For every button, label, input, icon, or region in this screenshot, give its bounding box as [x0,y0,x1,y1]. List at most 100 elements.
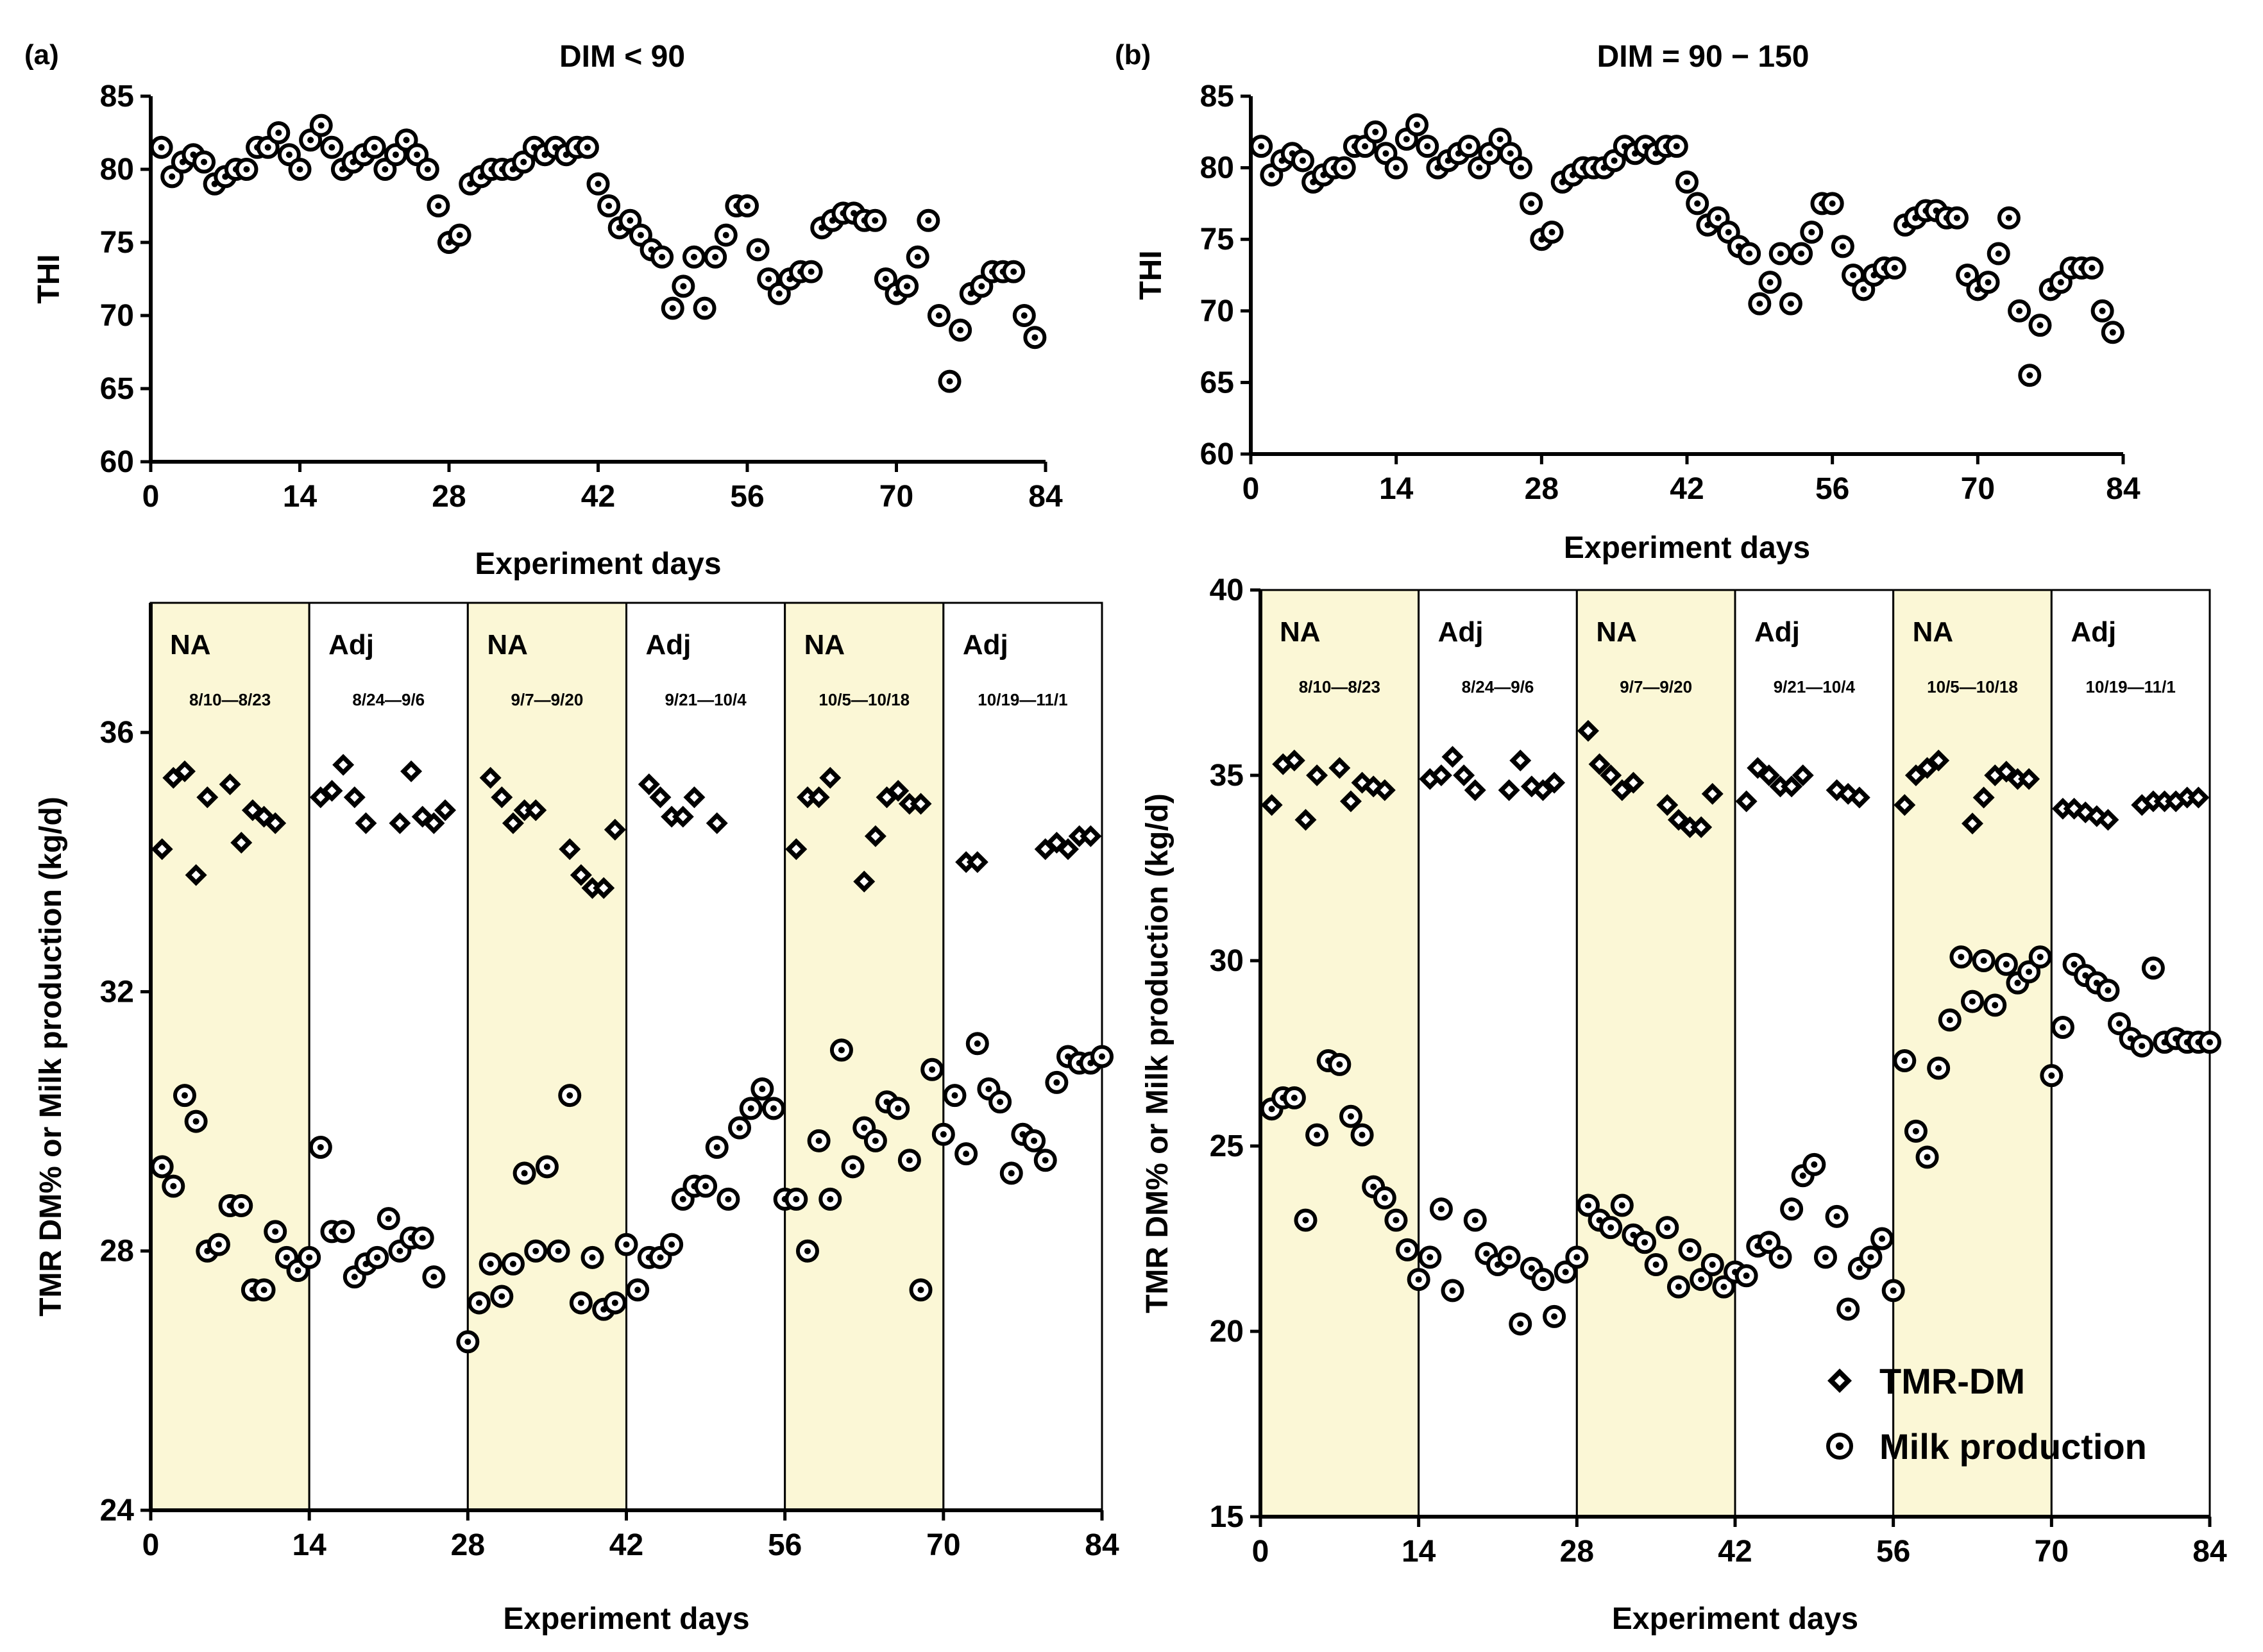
milk-point [2028,945,2052,969]
thi-point [895,274,919,298]
x-tick-label: 42 [609,1528,643,1562]
milk-point [694,1174,718,1198]
x-tick-label: 56 [1876,1535,1910,1569]
milk-point [490,1285,514,1308]
milk-point [1859,1245,1883,1269]
milk-point [807,1129,831,1152]
thi-point [1509,156,1532,180]
milk-point [1531,1268,1555,1292]
phase-label: Adj [328,629,374,661]
phase-dates: 9/7—9/20 [511,690,584,709]
y-tick-label: 36 [100,716,134,750]
milk-point [513,1161,536,1185]
tmr-dm-point [423,812,445,834]
milk-point [1881,1279,1905,1302]
tmr-dm-point [434,799,457,822]
y-tick-label: 32 [100,975,134,1009]
phase-box-na [1892,589,2053,1518]
phase-label: Adj [646,629,691,661]
thi-point [309,114,333,137]
x-tick-label: 28 [432,480,466,514]
milk-point [1576,1193,1600,1217]
thi-point [575,135,599,159]
tmr-dm-point [910,793,932,815]
x-tick-label: 84 [2192,1535,2227,1569]
tmr-dm-point [1543,771,1566,794]
legend-tmr-marker [1827,1369,1852,1393]
tmr-dm-point [796,786,818,809]
thi-point [1987,242,2010,266]
milk-point [150,1155,174,1179]
tmr-dm-point [604,818,626,841]
milk-point [1780,1197,1804,1221]
phase-label: Adj [1438,616,1484,648]
thi-point [1831,235,1854,258]
milk-point [1690,1268,1713,1292]
tmr-dm-point [1690,816,1713,838]
milk-point [1554,1260,1577,1284]
milk-point [1904,1119,1928,1143]
thi-point [650,245,674,269]
milk-point [1927,1056,1951,1080]
milk-point [1994,952,2018,976]
y-axis-title: TMR DM% or Milk production (kg/d) [1140,793,1174,1313]
tmr-dm-point [2142,790,2164,813]
milk-point [1983,993,2007,1017]
thi-point [1520,192,1543,215]
milk-point [1915,1145,1939,1169]
phase-boxes: NA 8/10—8/23 Adj 8/24—9/6 NA 9/7—9/20 Adj 9/21—… [149,602,1103,1512]
tmr-dm-point [1260,794,1283,816]
milk-point [1961,990,1984,1013]
tmr-milk-chart-b: NA 8/10—8/23 Adj 8/24—9/6 NA 9/7—9/20 Adj 9/21—… [1140,573,2227,1636]
thi-point [1665,135,1688,158]
phase-label: NA [1913,616,1954,648]
milk-point [1836,1297,1860,1321]
tmr-milk-chart-a: NA 8/10—8/23 Adj 8/24—9/6 NA 9/7—9/20 Adj 9/21—… [34,602,1119,1636]
milk-point [2198,1031,2221,1054]
tmr-dm-point [343,786,366,809]
x-tick-label: 84 [1085,1528,1119,1562]
tmr-dm-point [1328,757,1351,779]
thi-point [682,245,706,269]
phase-dates: 10/19—11/1 [2086,677,2176,696]
phase-box-na [784,602,945,1512]
thi-point [1768,242,1792,266]
tmr-dm-point [151,838,173,861]
x-tick-label: 28 [1560,1535,1594,1569]
milk-point [1509,1312,1532,1336]
tmr-dm-point [864,825,886,847]
phase-box-adj [625,602,786,1512]
thi-point [704,245,727,269]
thi-point [949,318,972,342]
milk-point [1396,1238,1420,1261]
thi-point [736,194,759,217]
phase-label: NA [1280,616,1321,648]
milk-point [1938,1008,1962,1032]
thi-point [1758,271,1782,294]
tmr-dm-point [1701,782,1724,805]
tmr-dm-point [1577,720,1599,742]
thi-point [1883,256,1906,280]
tmr-dm-point [2051,798,2074,820]
thi-point [1779,292,1802,316]
x-tick-label: 70 [926,1528,960,1562]
milk-point [909,1278,933,1302]
phase-label: NA [804,629,845,661]
tmr-dm-point [955,851,978,873]
x-tick-label: 42 [1670,472,1704,506]
tmr-dm-point [649,786,672,809]
panel-b-letter: (b) [1115,39,1151,71]
tmr-dm-point [332,754,355,776]
y-axis-title: TMR DM% or Milk production (kg/d) [34,796,68,1317]
thi-point [448,223,471,247]
tmr-dm-point [819,766,842,789]
tmr-dm-point [1373,779,1396,802]
thi-point [1405,113,1429,137]
milk-point [547,1239,570,1263]
milk-point [581,1245,604,1269]
tmr-dm-point [808,786,830,809]
thi-point [1800,221,1824,244]
tmr-dm-point [1769,775,1792,798]
milk-point [1870,1227,1894,1251]
milk-point [1033,1149,1057,1172]
